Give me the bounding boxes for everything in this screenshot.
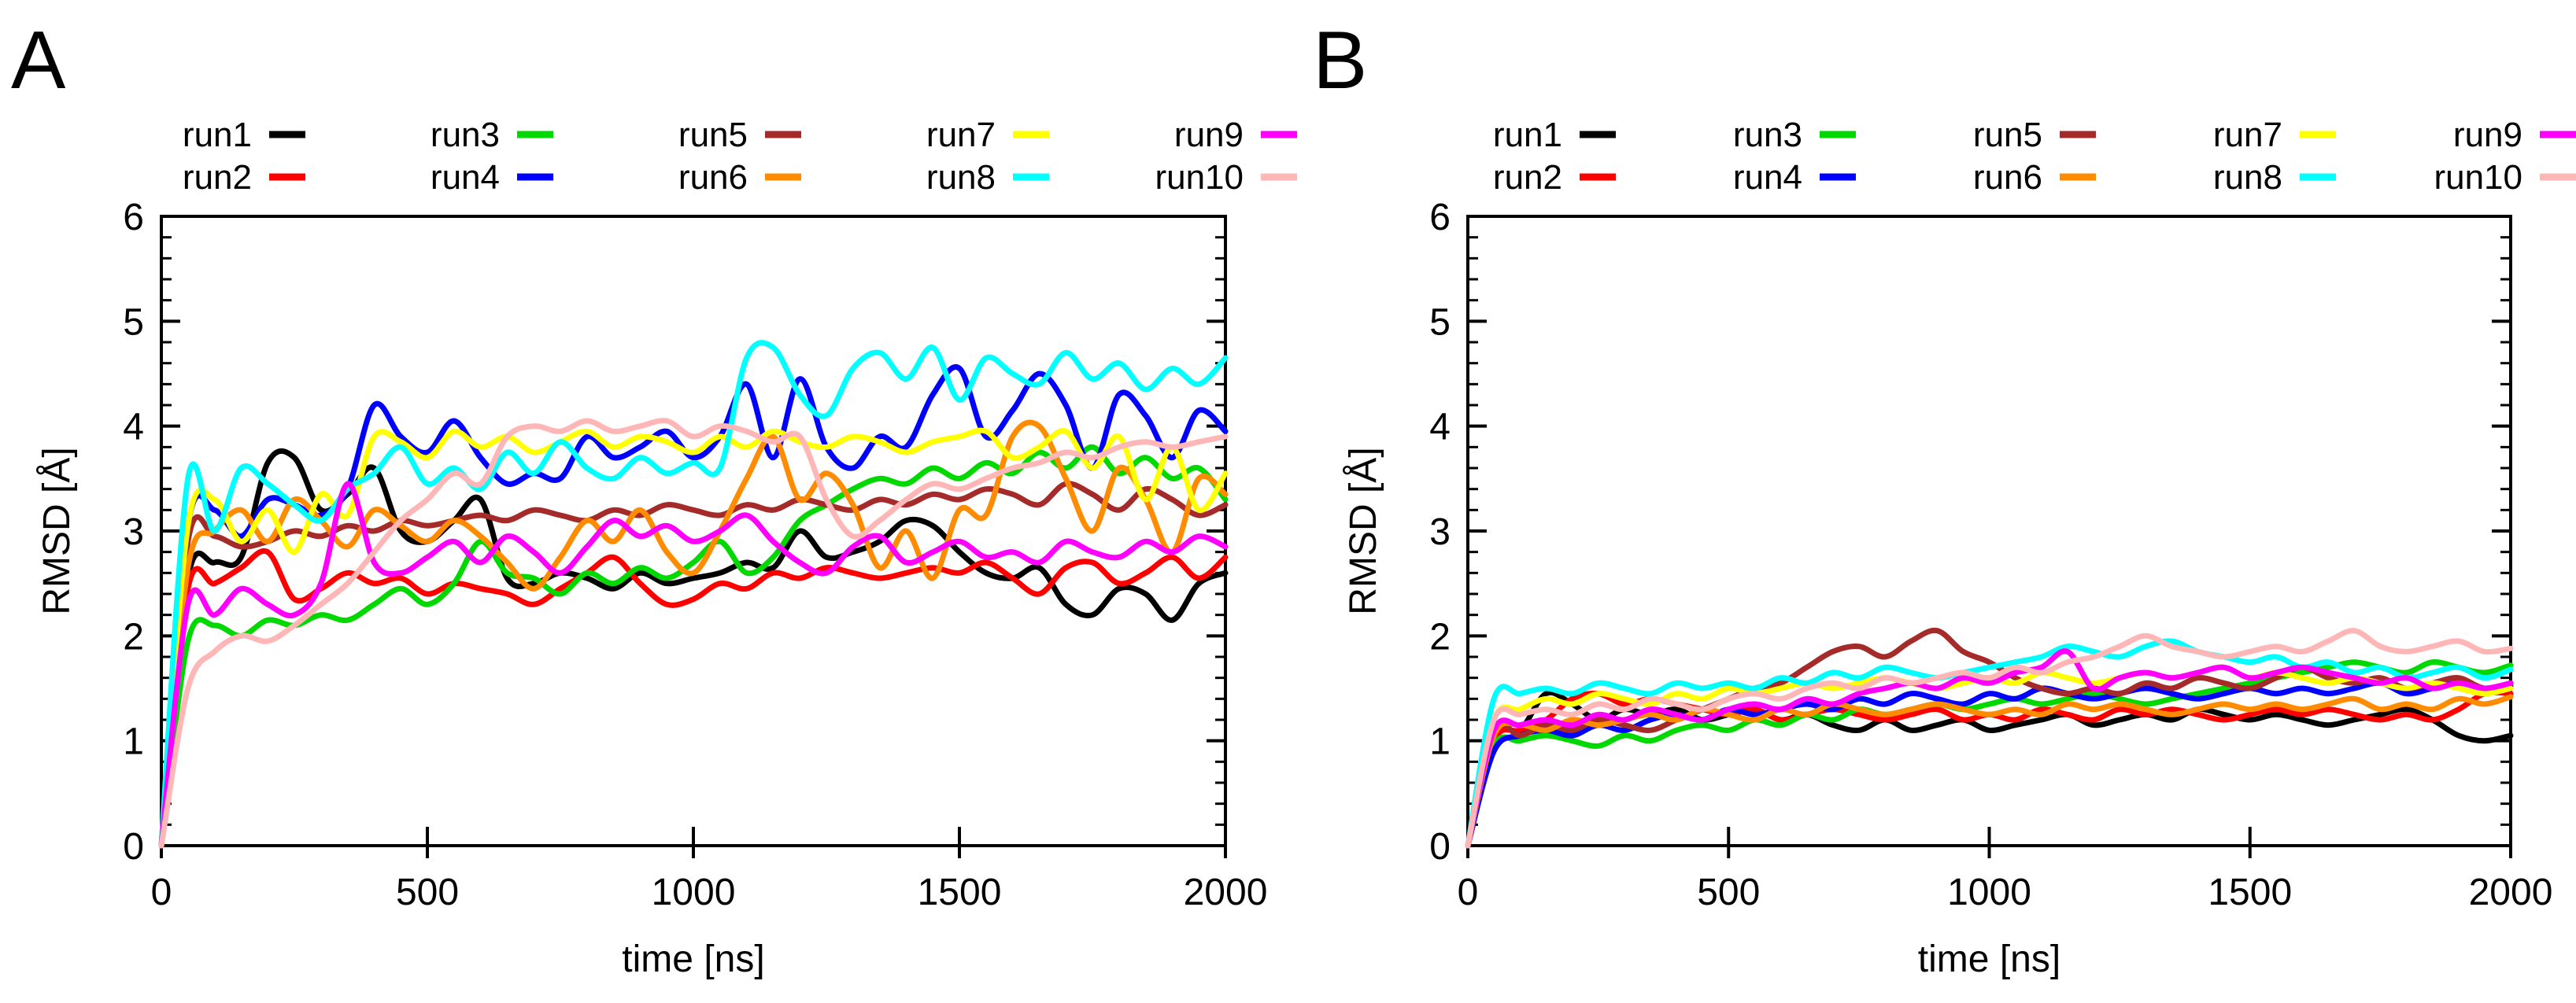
legend-label-run2: run2 (183, 158, 252, 197)
series-line-run1 (158, 448, 1229, 849)
legend-item-run5: run5 (678, 116, 801, 154)
plot-border (160, 215, 1227, 847)
legend-label-run6: run6 (678, 158, 748, 197)
legend-label-run8: run8 (926, 158, 996, 197)
legend-item-run7: run7 (2213, 116, 2336, 154)
legend: run1 run2 run3 run4 run5 run6 run7 run8 run9 run1… (1493, 116, 2576, 197)
y-tick-label: 6 (123, 197, 144, 238)
legend-label-run7: run7 (2213, 116, 2282, 154)
x-tick-label: 1000 (652, 872, 736, 913)
legend-label-run1: run1 (1493, 116, 1562, 154)
legend-item-run6: run6 (1973, 158, 2096, 197)
legend-label-run1: run1 (183, 116, 252, 154)
legend-label-run7: run7 (926, 116, 996, 154)
y-tick-label: 4 (1429, 407, 1451, 448)
series-lines (158, 340, 1229, 849)
y-tick-label: 3 (123, 511, 144, 553)
series-line-run9 (1465, 648, 2514, 849)
x-tick-label: 2000 (2469, 872, 2553, 913)
panel-B: Brun1run2run3run4run5run6run7run8run9run… (1313, 15, 2576, 980)
series-line-run9 (158, 481, 1229, 849)
legend-item-run3: run3 (1733, 116, 1856, 154)
series-line-run5 (1465, 627, 2514, 849)
plot-border (1466, 215, 2512, 847)
legend-item-run4: run4 (431, 158, 553, 197)
legend-item-run8: run8 (926, 158, 1049, 197)
y-ticks: 0 1 2 3 4 5 6 (1429, 197, 2511, 868)
series-line-run5 (158, 481, 1229, 849)
legend-item-run10: run10 (2434, 158, 2576, 197)
x-tick-label: 0 (151, 872, 172, 913)
y-tick-label: 6 (1429, 197, 1451, 238)
series-line-run2 (158, 548, 1229, 849)
y-tick-label: 1 (1429, 721, 1451, 763)
y-tick-label: 5 (1429, 301, 1451, 343)
x-tick-label: 1000 (1947, 872, 2031, 913)
legend-item-run1: run1 (183, 116, 305, 154)
legend-item-run8: run8 (2213, 158, 2336, 197)
legend-label-run10: run10 (1155, 158, 1244, 197)
legend-item-run2: run2 (1493, 158, 1616, 197)
legend-label-run9: run9 (1174, 116, 1244, 154)
legend-label-run10: run10 (2434, 158, 2522, 197)
series-lines (1465, 627, 2514, 849)
x-ticks: 0 500 1000 1500 2000 (151, 827, 1268, 913)
panel-label-A: A (11, 15, 66, 106)
legend-label-run3: run3 (1733, 116, 1802, 154)
legend-label-run2: run2 (1493, 158, 1562, 197)
y-tick-label: 3 (1429, 511, 1451, 553)
y-tick-label: 5 (123, 301, 144, 343)
y-tick-label: 1 (123, 721, 144, 763)
y-ticks: 0 1 2 3 4 5 6 (123, 197, 1225, 868)
legend-label-run5: run5 (678, 116, 748, 154)
legend-label-run8: run8 (2213, 158, 2282, 197)
panel-label-B: B (1313, 15, 1367, 106)
series-line-run10 (1465, 628, 2514, 849)
x-tick-label: 500 (396, 872, 459, 913)
legend-item-run9: run9 (1174, 116, 1297, 154)
y-tick-label: 0 (123, 826, 144, 868)
series-line-run8 (158, 340, 1229, 849)
y-tick-label: 2 (123, 616, 144, 658)
legend-label-run5: run5 (1973, 116, 2042, 154)
legend-item-run10: run10 (1155, 158, 1297, 197)
legend-item-run6: run6 (678, 158, 801, 197)
y-tick-label: 0 (1429, 826, 1451, 868)
legend-label-run4: run4 (1733, 158, 1802, 197)
legend-label-run4: run4 (431, 158, 500, 197)
legend-label-run6: run6 (1973, 158, 2042, 197)
legend: run1 run2 run3 run4 run5 run6 run7 run8 run9 run1… (183, 116, 1297, 197)
series-line-run10 (158, 418, 1229, 849)
legend-item-run4: run4 (1733, 158, 1856, 197)
y-tick-label: 2 (1429, 616, 1451, 658)
x-tick-label: 500 (1697, 872, 1760, 913)
x-ticks: 0 500 1000 1500 2000 (1458, 827, 2553, 913)
series-line-run3 (158, 444, 1229, 849)
legend-item-run5: run5 (1973, 116, 2096, 154)
x-axis-title: time [ns] (1918, 938, 2060, 980)
panel-A: Arun1run2run3run4run5run6run7run8run9run… (11, 15, 1297, 980)
legend-label-run3: run3 (431, 116, 500, 154)
legend-item-run3: run3 (431, 116, 553, 154)
series-line-run7 (158, 427, 1229, 849)
legend-item-run2: run2 (183, 158, 305, 197)
x-axis-title: time [ns] (622, 938, 764, 980)
series-line-run8 (1465, 638, 2514, 849)
x-tick-label: 2000 (1184, 872, 1268, 913)
y-tick-label: 4 (123, 407, 144, 448)
legend-item-run9: run9 (2453, 116, 2576, 154)
x-tick-label: 1500 (2208, 872, 2292, 913)
y-axis-title: RMSD [Å] (36, 447, 78, 614)
legend-item-run7: run7 (926, 116, 1049, 154)
x-tick-label: 0 (1458, 872, 1479, 913)
legend-label-run9: run9 (2453, 116, 2522, 154)
legend-item-run1: run1 (1493, 116, 1616, 154)
x-tick-label: 1500 (918, 872, 1002, 913)
y-axis-title: RMSD [Å] (1343, 447, 1384, 614)
